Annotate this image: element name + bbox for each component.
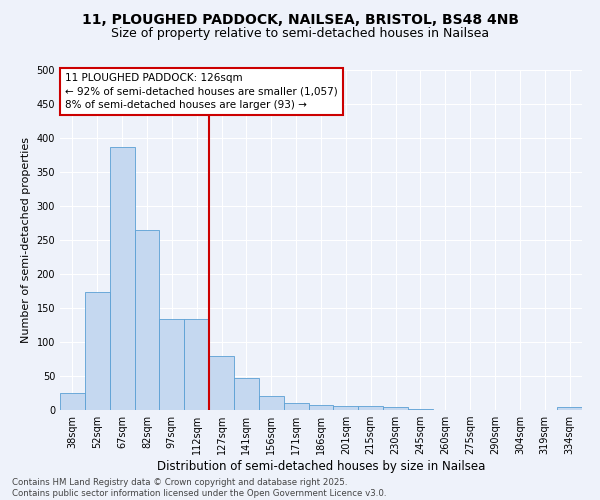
Bar [259, 396, 284, 410]
Bar [184, 319, 209, 410]
Bar [358, 406, 383, 410]
Bar [160, 319, 184, 410]
Bar [383, 406, 408, 410]
Bar [60, 393, 85, 410]
Text: 11, PLOUGHED PADDOCK, NAILSEA, BRISTOL, BS48 4NB: 11, PLOUGHED PADDOCK, NAILSEA, BRISTOL, … [82, 12, 518, 26]
Bar [110, 147, 134, 410]
Bar [334, 406, 358, 410]
Bar [234, 378, 259, 410]
Bar [85, 292, 110, 410]
Bar [209, 356, 234, 410]
Bar [408, 408, 433, 410]
Bar [308, 405, 334, 410]
Bar [284, 402, 308, 410]
Bar [134, 230, 160, 410]
Bar [557, 408, 582, 410]
X-axis label: Distribution of semi-detached houses by size in Nailsea: Distribution of semi-detached houses by … [157, 460, 485, 473]
Text: Size of property relative to semi-detached houses in Nailsea: Size of property relative to semi-detach… [111, 28, 489, 40]
Text: 11 PLOUGHED PADDOCK: 126sqm
← 92% of semi-detached houses are smaller (1,057)
8%: 11 PLOUGHED PADDOCK: 126sqm ← 92% of sem… [65, 74, 338, 110]
Y-axis label: Number of semi-detached properties: Number of semi-detached properties [21, 137, 31, 343]
Text: Contains HM Land Registry data © Crown copyright and database right 2025.
Contai: Contains HM Land Registry data © Crown c… [12, 478, 386, 498]
